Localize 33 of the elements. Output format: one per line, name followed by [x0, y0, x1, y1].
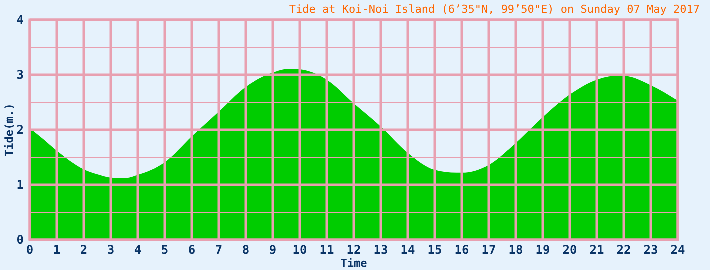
x-tick-label: 15: [428, 243, 442, 257]
x-tick-label: 18: [508, 243, 524, 257]
x-tick-label: 12: [346, 243, 362, 257]
x-tick-label: 7: [215, 243, 223, 257]
x-tick-label: 10: [292, 243, 308, 257]
x-tick-label: 1: [53, 243, 61, 257]
x-tick-label: 14: [400, 243, 416, 257]
x-tick-label: 16: [454, 243, 470, 257]
x-tick-label: 22: [616, 243, 632, 257]
x-tick-label: 24: [670, 243, 686, 257]
x-tick-label: 23: [644, 243, 658, 257]
x-tick-label: 4: [134, 243, 142, 257]
y-tick-label: 4: [16, 13, 24, 27]
y-tick-label: 1: [16, 178, 24, 192]
chart-title: Tide at Koi-Noi Island (6’35"N, 99’50"E) on Sunday 07 May 2017: [289, 3, 700, 16]
x-axis-title: Time: [340, 257, 368, 270]
x-tick-label: 6: [188, 243, 196, 257]
x-tick-label: 19: [536, 243, 550, 257]
x-tick-label: 3: [107, 243, 115, 257]
x-tick-label: 9: [269, 243, 277, 257]
x-tick-label: 8: [242, 243, 250, 257]
x-tick-label: 17: [482, 243, 496, 257]
x-tick-label: 11: [320, 243, 334, 257]
x-tick-label: 20: [562, 243, 578, 257]
y-tick-label: 0: [16, 233, 24, 247]
y-axis-title: Tide(m.): [3, 104, 16, 156]
x-tick-label: 5: [161, 243, 169, 257]
x-tick-label: 2: [80, 243, 88, 257]
x-tick-label: 21: [590, 243, 604, 257]
y-tick-label: 3: [16, 68, 24, 82]
y-tick-label: 2: [16, 123, 24, 137]
x-tick-label: 0: [26, 243, 34, 257]
x-tick-label: 13: [374, 243, 388, 257]
